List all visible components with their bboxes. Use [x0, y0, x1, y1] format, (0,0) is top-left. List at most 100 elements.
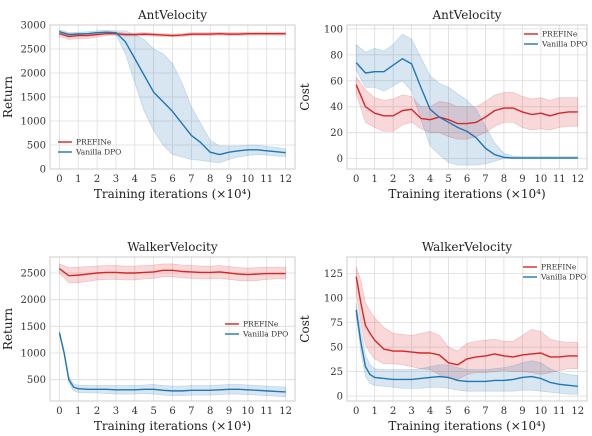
y-axis-label: Return: [1, 76, 15, 118]
x-tick-label: 0: [56, 406, 62, 417]
x-tick-label: 1: [75, 174, 81, 185]
x-tick-label: 4: [427, 406, 433, 417]
x-tick-label: 6: [464, 174, 470, 185]
series-band-prefine: [355, 75, 579, 140]
axes-frame: [346, 24, 588, 170]
y-axis-label: Return: [1, 308, 15, 350]
x-tick-label: 2: [390, 406, 396, 417]
legend-label-vanilla-dpo: Vanilla DPO: [242, 330, 288, 339]
legend-label-prefine: PREFINe: [76, 138, 112, 147]
x-tick-label: 3: [113, 174, 119, 185]
series-line-prefine: [59, 268, 286, 277]
chart-panel-1: 0 1 2 3 4 5 6 7 8 9 10 11 12050010001500200025003000…: [1, 8, 296, 201]
chart-panel-3: 0 1 2 3 4 5 6 7 8 9 10 11 125001000150020002500Walke…: [1, 240, 296, 433]
x-tick-label: 8: [207, 406, 213, 417]
x-axis-label: Training iterations (×10⁴): [388, 187, 545, 201]
x-tick-label: 4: [132, 406, 138, 417]
y-tick-label: 60: [330, 76, 343, 87]
y-axis-label: Cost: [298, 83, 312, 111]
legend-label-vanilla-dpo: Vanilla DPO: [75, 148, 121, 157]
series-group: [59, 29, 286, 164]
y-tick-label: 500: [27, 141, 46, 152]
x-tick-label: 5: [445, 406, 451, 417]
legend-label-vanilla-dpo: Vanilla DPO: [541, 40, 587, 49]
y-tick-label: 40: [330, 102, 343, 113]
x-tick-label: 12: [571, 406, 584, 417]
x-tick-label: 10: [534, 406, 547, 417]
y-tick-label: 500: [27, 375, 46, 386]
axes-frame: [49, 24, 296, 170]
x-tick-label: 9: [226, 406, 232, 417]
y-tick-label: 3000: [21, 21, 46, 32]
chart-title: WalkerVelocity: [422, 240, 513, 254]
y-tick-label: 2500: [21, 269, 46, 280]
x-tick-label: 12: [571, 174, 584, 185]
series-line-vanilla-dpo: [355, 309, 578, 388]
legend-label-prefine: PREFINe: [541, 263, 577, 272]
x-tick-label: 11: [553, 406, 566, 417]
series-line-vanilla-dpo: [59, 31, 286, 156]
chart-title: WalkerVelocity: [127, 240, 218, 254]
y-tick-label: 0: [337, 154, 343, 165]
x-tick-label: 2: [390, 174, 396, 185]
x-tick-label: 5: [150, 406, 156, 417]
series-band-prefine: [59, 263, 286, 283]
y-tick-label: 0: [337, 392, 343, 403]
x-tick-label: 12: [279, 174, 292, 185]
x-tick-label: 9: [519, 174, 525, 185]
x-tick-label: 1: [372, 406, 378, 417]
x-tick-label: 3: [408, 174, 414, 185]
y-tick-label: 1500: [21, 322, 46, 333]
y-tick-label: 100: [324, 24, 343, 35]
legend-label-vanilla-dpo: Vanilla DPO: [540, 273, 586, 282]
legend-label-prefine: PREFINe: [542, 30, 578, 39]
y-tick-label: 2500: [21, 45, 46, 56]
x-tick-label: 12: [279, 406, 292, 417]
x-tick-label: 3: [113, 406, 119, 417]
x-tick-label: 9: [226, 174, 232, 185]
chart-panel-4: 0 1 2 3 4 5 6 7 8 9 10 11 120255075100125WalkerVeloc…: [298, 240, 588, 433]
x-tick-label: 2: [94, 406, 100, 417]
y-tick-label: 2000: [21, 69, 46, 80]
x-tick-label: 6: [169, 406, 175, 417]
x-axis-label: Training iterations (×10⁴): [94, 419, 251, 433]
series-band-prefine: [355, 266, 579, 380]
legend-label-prefine: PREFINe: [243, 320, 279, 329]
x-tick-label: 2: [94, 174, 100, 185]
x-axis-label: Training iterations (×10⁴): [94, 187, 251, 201]
series-line-vanilla-dpo: [58, 332, 286, 393]
x-tick-label: 7: [188, 406, 194, 417]
x-tick-label: 8: [501, 406, 507, 417]
x-tick-label: 4: [427, 174, 433, 185]
chart-title: AntVelocity: [137, 8, 207, 22]
x-tick-label: 6: [464, 406, 470, 417]
x-tick-label: 7: [188, 174, 194, 185]
y-tick-label: 1000: [21, 117, 46, 128]
x-tick-label: 6: [169, 174, 175, 185]
x-tick-label: 0: [56, 174, 62, 185]
chart-title: AntVelocity: [431, 8, 501, 22]
x-tick-label: 3: [408, 406, 414, 417]
series-band-vanilla-dpo: [355, 302, 579, 395]
y-tick-label: 20: [330, 128, 343, 139]
x-tick-label: 1: [372, 174, 378, 185]
x-tick-label: 9: [519, 406, 525, 417]
x-tick-label: 10: [242, 406, 255, 417]
axes-frame: [346, 256, 588, 402]
x-tick-label: 11: [260, 406, 273, 417]
chart-panel-2: 0 1 2 3 4 5 6 7 8 9 10 11 12020406080100AntVelocityT…: [298, 8, 588, 201]
x-axis-label: Training iterations (×10⁴): [388, 419, 545, 433]
y-tick-label: 25: [330, 367, 343, 378]
series-line-prefine: [355, 84, 578, 125]
x-tick-label: 1: [75, 406, 81, 417]
x-tick-label: 5: [445, 174, 451, 185]
y-tick-label: 100: [324, 294, 343, 305]
x-tick-label: 8: [207, 174, 213, 185]
y-axis-label: Cost: [298, 315, 312, 343]
y-tick-label: 125: [324, 269, 343, 280]
axes-frame: [49, 256, 296, 402]
x-tick-label: 10: [534, 174, 547, 185]
